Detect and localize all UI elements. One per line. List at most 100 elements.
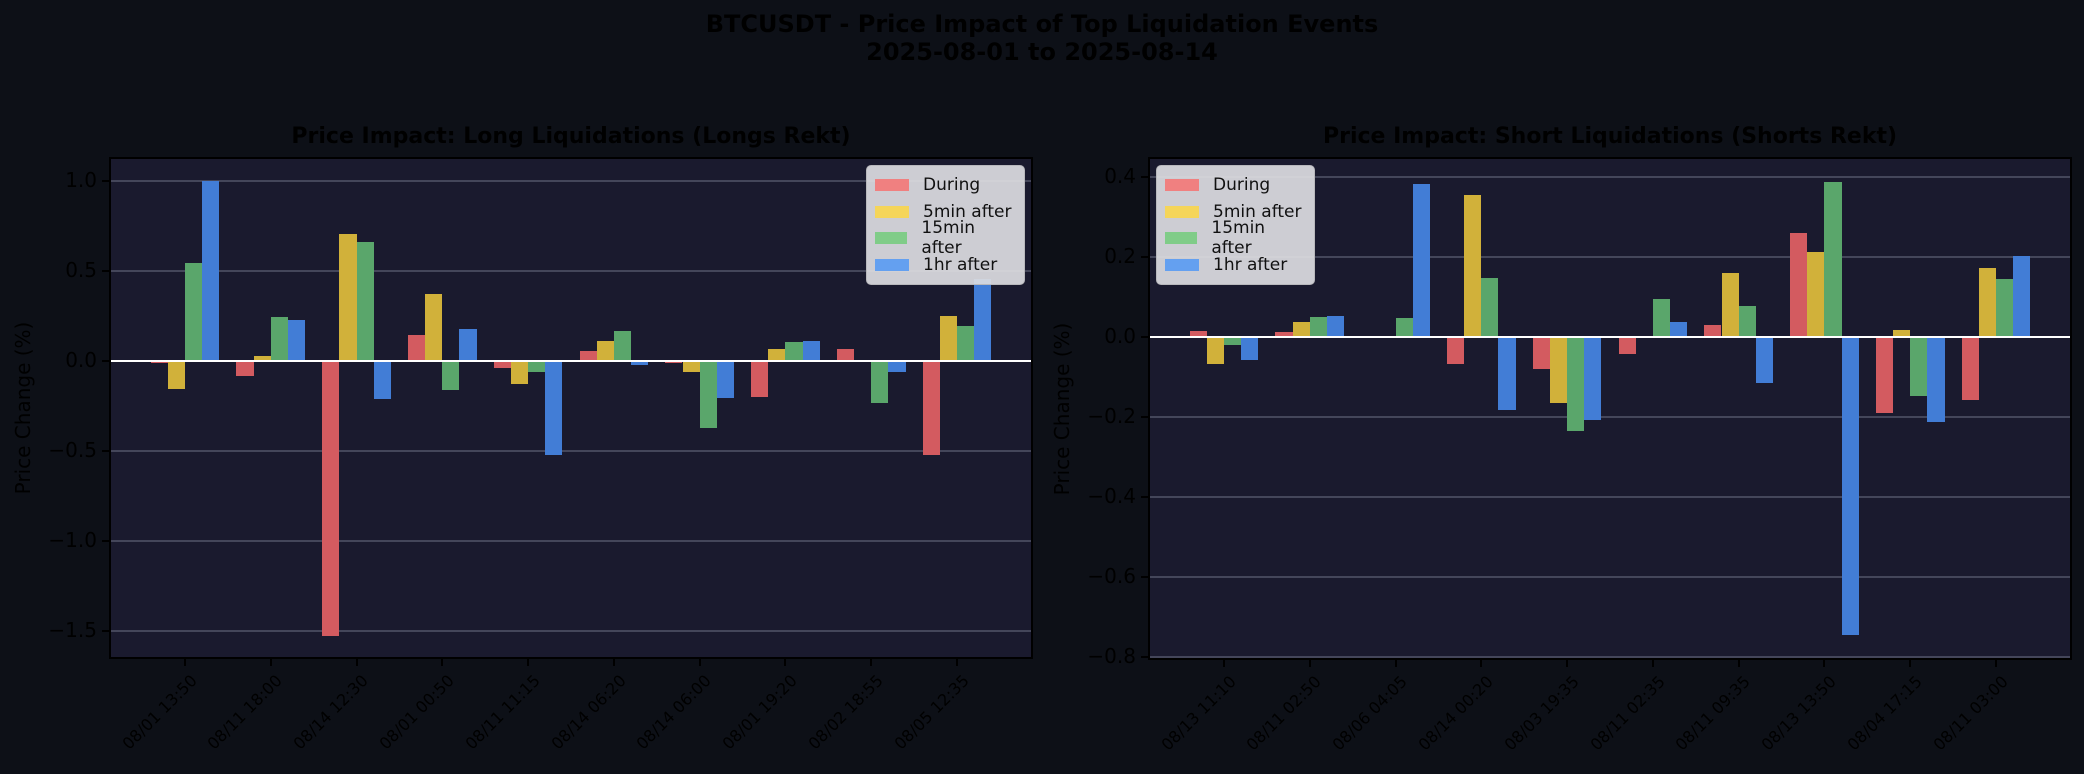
legend-item: During bbox=[875, 172, 1016, 199]
bar-5min-after bbox=[1292, 322, 1310, 337]
bar-during bbox=[322, 360, 340, 637]
gridline bbox=[1150, 415, 2070, 418]
bar-5min-after bbox=[167, 360, 185, 389]
legend-label: During bbox=[1213, 175, 1271, 196]
bar-during bbox=[1790, 233, 1808, 337]
y-tick-label: −0.5 bbox=[48, 437, 97, 462]
y-tick-label: 0.0 bbox=[65, 347, 97, 372]
x-tick-mark bbox=[956, 659, 958, 666]
y-tick-label: −1.5 bbox=[48, 617, 97, 642]
x-tick-mark bbox=[441, 659, 444, 666]
x-tick-label: 08/14 12:30 bbox=[289, 671, 372, 754]
plot-area: During 5min after 15min after 1hr after bbox=[1148, 157, 2072, 660]
gridline bbox=[1150, 575, 2070, 578]
x-tick-label: 08/11 18:00 bbox=[203, 671, 287, 754]
x-tick-mark bbox=[527, 659, 530, 666]
bar-during bbox=[751, 360, 769, 397]
bar-1hr-after bbox=[459, 328, 477, 361]
bar-15min-after bbox=[785, 341, 803, 361]
x-tick-label: 08/11 03:00 bbox=[1929, 672, 2012, 755]
gridline bbox=[111, 449, 1031, 452]
bar-15min-after bbox=[184, 262, 203, 361]
bar-15min-after bbox=[1395, 318, 1413, 337]
bar-5min-after bbox=[1206, 336, 1224, 364]
y-tick-label: −0.4 bbox=[1087, 483, 1136, 508]
x-tick-mark bbox=[1995, 660, 1997, 667]
bar-during bbox=[1618, 336, 1636, 354]
x-tick-mark bbox=[1566, 660, 1569, 667]
bar-1hr-after bbox=[1326, 316, 1345, 337]
legend-swatch-icon bbox=[1165, 205, 1199, 218]
bar-1hr-after bbox=[716, 360, 734, 398]
legend-swatch-icon bbox=[1165, 179, 1199, 192]
legend-swatch-icon bbox=[875, 179, 909, 192]
bar-15min-after bbox=[356, 241, 374, 361]
x-tick-label: 08/01 13:50 bbox=[118, 671, 201, 754]
bar-1hr-after bbox=[1584, 336, 1602, 420]
legend-swatch-icon bbox=[1165, 258, 1199, 271]
legend-label: During bbox=[923, 175, 981, 196]
x-tick-mark bbox=[870, 659, 873, 666]
bar-during bbox=[236, 360, 254, 376]
x-tick-label: 08/14 06:20 bbox=[547, 671, 630, 754]
y-tick-mark bbox=[1141, 255, 1148, 258]
legend-swatch-icon bbox=[875, 232, 908, 245]
legend-item: 15min after bbox=[1165, 218, 1306, 258]
legend-item: 5min after bbox=[1165, 199, 1306, 226]
bar-5min-after bbox=[510, 360, 529, 384]
x-tick-label: 08/11 02:35 bbox=[1586, 672, 1669, 755]
x-tick-mark bbox=[612, 659, 615, 666]
bar-1hr-after bbox=[1412, 184, 1430, 337]
bar-15min-after bbox=[957, 326, 975, 361]
bar-1hr-after bbox=[1927, 336, 1945, 422]
x-tick-mark bbox=[698, 659, 701, 666]
chart-legend: During 5min after 15min after 1hr after bbox=[866, 165, 1025, 285]
bar-1hr-after bbox=[545, 360, 563, 455]
bar-during bbox=[1532, 336, 1550, 369]
bar-1hr-after bbox=[631, 360, 649, 365]
bar-during bbox=[1961, 336, 1979, 401]
chart-legend: During 5min after 15min after 1hr after bbox=[1156, 165, 1315, 285]
bar-5min-after bbox=[939, 315, 957, 361]
figure-title-line2: 2025-08-01 to 2025-08-14 bbox=[866, 38, 1218, 66]
legend-item: During bbox=[1165, 172, 1306, 199]
x-tick-mark bbox=[355, 659, 358, 666]
bar-5min-after bbox=[339, 234, 357, 361]
bar-15min-after bbox=[1996, 279, 2014, 337]
x-tick-label: 08/04 17:15 bbox=[1843, 672, 1926, 755]
y-tick-label: 0.5 bbox=[65, 257, 97, 282]
y-tick-label: −1.0 bbox=[48, 527, 97, 552]
legend-label: 5min after bbox=[923, 201, 1012, 222]
y-axis-label: Price Change (%) bbox=[11, 321, 35, 495]
y-tick-label: −0.6 bbox=[1087, 563, 1136, 588]
legend-swatch-icon bbox=[1165, 232, 1198, 245]
x-tick-mark bbox=[1222, 660, 1225, 667]
bar-5min-after bbox=[682, 360, 700, 372]
bar-5min-after bbox=[596, 340, 614, 361]
bar-during bbox=[1275, 332, 1293, 337]
y-tick-label: −0.8 bbox=[1087, 643, 1136, 668]
y-tick-mark bbox=[1141, 575, 1148, 578]
x-tick-label: 08/13 13:50 bbox=[1757, 672, 1840, 755]
bar-5min-after bbox=[1978, 268, 1996, 337]
x-tick-mark bbox=[183, 659, 186, 666]
x-tick-label: 08/11 02:50 bbox=[1242, 672, 1326, 755]
x-tick-mark bbox=[1394, 660, 1397, 667]
gridline bbox=[1150, 255, 2070, 258]
gridline bbox=[111, 629, 1031, 632]
bar-during bbox=[1704, 324, 1722, 337]
bar-5min-after bbox=[253, 355, 271, 361]
x-tick-mark bbox=[1909, 660, 1912, 667]
y-tick-mark bbox=[102, 449, 109, 452]
bar-1hr-after bbox=[1498, 336, 1516, 411]
gridline bbox=[111, 269, 1031, 272]
bar-15min-after bbox=[871, 360, 889, 403]
y-tick-mark bbox=[1141, 335, 1148, 338]
legend-label: 5min after bbox=[1213, 201, 1302, 222]
x-tick-label: 08/13 11:10 bbox=[1157, 672, 1240, 755]
x-tick-label: 08/14 00:20 bbox=[1414, 672, 1497, 755]
bar-15min-after bbox=[1309, 317, 1327, 337]
legend-item: 15min after bbox=[875, 218, 1016, 258]
bar-5min-after bbox=[1464, 195, 1482, 337]
bar-15min-after bbox=[1738, 306, 1756, 337]
